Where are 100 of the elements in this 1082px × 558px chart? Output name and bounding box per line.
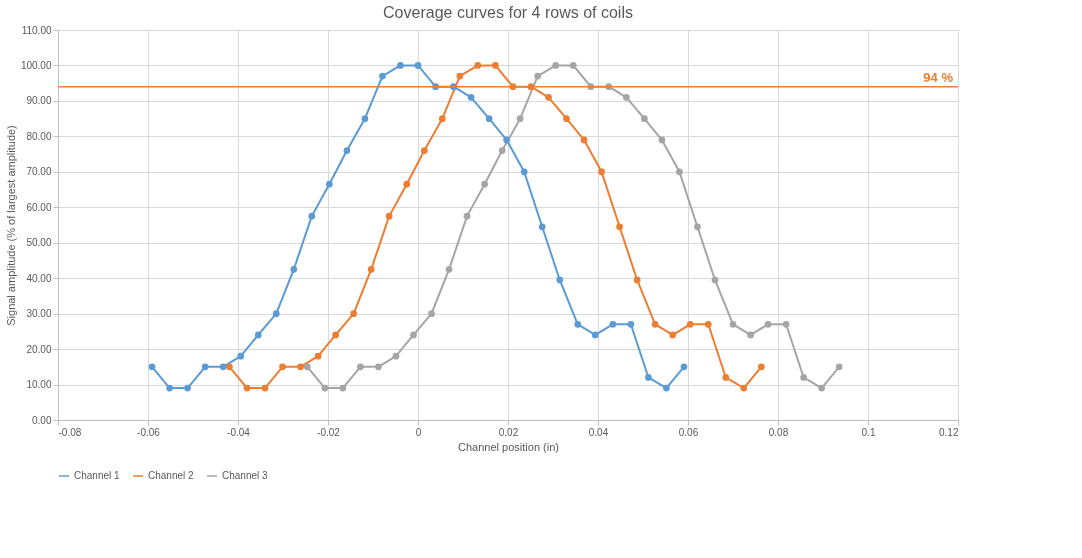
point — [254, 331, 262, 339]
y-tick-label: 40.00 — [26, 272, 52, 284]
y-tick-label: 80.00 — [26, 130, 52, 142]
point — [243, 384, 251, 392]
point — [520, 168, 528, 176]
point — [379, 72, 386, 80]
point — [219, 363, 227, 371]
point — [633, 276, 641, 284]
legend-label: Channel 1 — [74, 470, 121, 481]
point — [563, 115, 570, 122]
point — [598, 168, 605, 176]
x-tick-label: 0 — [415, 426, 422, 438]
point — [818, 384, 825, 392]
x-tick-label: 0.08 — [768, 426, 789, 438]
point — [645, 374, 652, 381]
point — [591, 331, 599, 339]
y-tick-label: 60.00 — [26, 201, 52, 213]
point — [545, 94, 552, 101]
x-tick-label: 0.04 — [588, 426, 609, 438]
ref-line-label: 94 % — [923, 69, 954, 85]
point — [392, 352, 400, 360]
point — [166, 384, 173, 392]
point — [623, 94, 630, 101]
point — [481, 180, 488, 188]
point — [574, 320, 582, 328]
y-tick-label: 70.00 — [26, 166, 52, 178]
point — [332, 331, 339, 339]
x-tick-label: 0.02 — [498, 426, 519, 438]
x-tick-label: -0.04 — [227, 426, 251, 438]
point — [669, 331, 677, 339]
point — [410, 331, 417, 339]
x-tick-label: 0.06 — [678, 426, 699, 438]
point — [343, 147, 351, 154]
point — [516, 115, 524, 122]
x-tick-label: 0.12 — [939, 426, 959, 438]
point — [184, 384, 191, 392]
y-tick-label: 30.00 — [26, 308, 52, 320]
point — [361, 115, 369, 122]
y-tick-label: 90.00 — [26, 95, 52, 107]
legend-label: Channel 2 — [148, 470, 195, 481]
point — [694, 223, 701, 231]
point — [729, 320, 737, 328]
point — [740, 384, 748, 392]
legend-label: Channel 3 — [222, 470, 269, 481]
point — [326, 180, 333, 188]
point — [339, 384, 347, 392]
y-tick-label: 10.00 — [26, 379, 52, 391]
point — [641, 115, 648, 122]
point — [485, 115, 493, 122]
y-tick-label: 0.00 — [32, 414, 52, 426]
x-tick-label: -0.06 — [137, 426, 161, 438]
point — [261, 384, 269, 392]
point — [357, 363, 364, 371]
point — [226, 363, 233, 371]
point — [467, 94, 475, 101]
point — [272, 310, 280, 317]
point — [279, 363, 286, 371]
point — [303, 363, 311, 371]
point — [616, 223, 623, 231]
chart-title: Coverage curves for 4 rows of coils — [383, 4, 633, 21]
point — [758, 363, 765, 371]
point — [428, 310, 435, 317]
point — [385, 212, 393, 220]
point — [290, 265, 298, 273]
point — [297, 363, 304, 371]
point — [201, 363, 209, 371]
point — [764, 320, 772, 328]
y-tick-label: 100.00 — [20, 59, 52, 71]
x-tick-label: -0.02 — [317, 426, 341, 438]
point — [538, 223, 546, 231]
point — [503, 136, 510, 144]
point — [722, 374, 730, 381]
y-tick-label: 20.00 — [26, 343, 52, 355]
point — [680, 363, 688, 371]
point — [704, 320, 712, 328]
point — [835, 363, 843, 371]
point — [676, 168, 683, 176]
point — [580, 136, 588, 144]
point — [800, 374, 807, 381]
point — [492, 62, 499, 69]
point — [456, 72, 464, 80]
point — [686, 320, 694, 328]
point — [609, 320, 617, 328]
point — [463, 212, 471, 220]
x-tick-label: 0.1 — [861, 426, 876, 438]
point — [782, 320, 790, 328]
point — [375, 363, 382, 371]
point — [237, 352, 245, 360]
x-tick-label: -0.08 — [58, 426, 82, 438]
point — [403, 180, 411, 188]
point — [367, 265, 375, 273]
point — [663, 384, 670, 392]
point — [627, 320, 635, 328]
y-tick-label: 110.00 — [21, 24, 52, 36]
point — [552, 62, 560, 69]
point — [534, 72, 542, 80]
point — [498, 147, 506, 154]
point — [445, 265, 453, 273]
point — [651, 320, 659, 328]
point — [148, 363, 156, 371]
